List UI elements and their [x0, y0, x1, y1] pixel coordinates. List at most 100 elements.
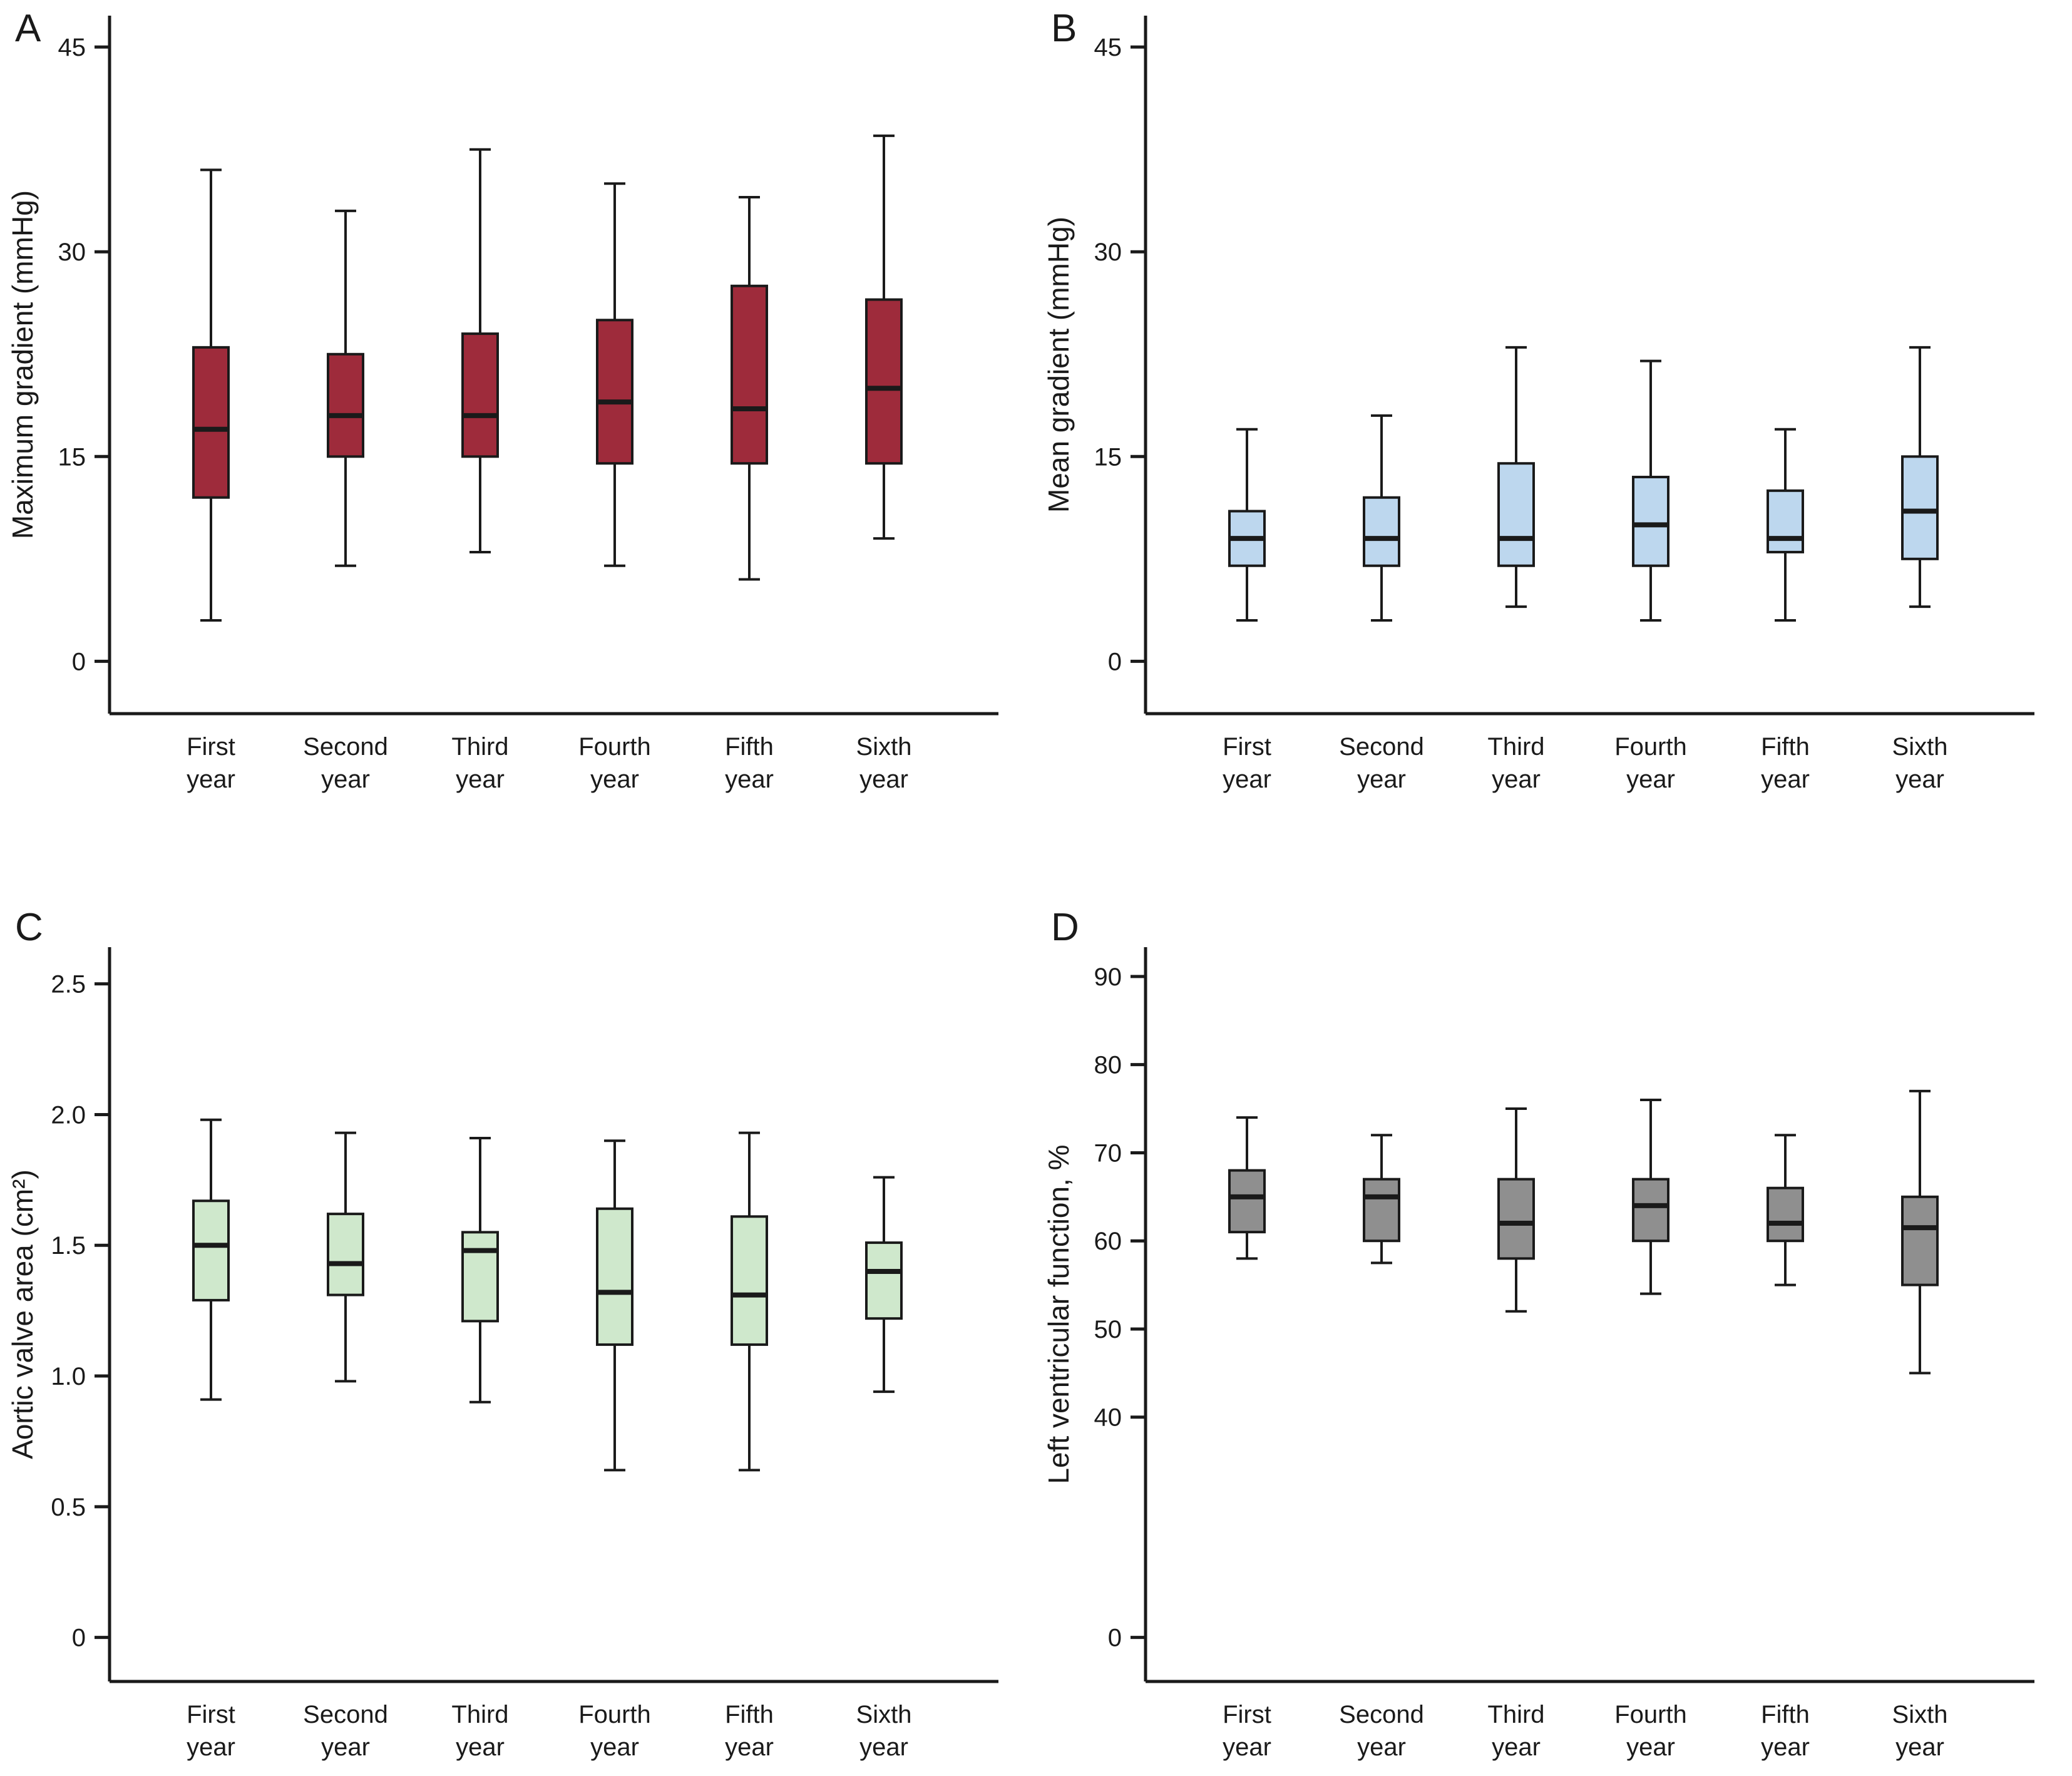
iqr-box — [1497, 462, 1535, 567]
box-3 — [461, 148, 499, 553]
y-tick-label: 1.5 — [51, 1232, 86, 1260]
y-tick-label: 45 — [58, 34, 86, 61]
y-axis-title: Aortic valve area (cm²) — [6, 1169, 39, 1459]
iqr-box — [1901, 455, 1939, 560]
box-3 — [1497, 1107, 1535, 1313]
panel-a: A Maximum gradient (mmHg) 0 15 30 45 First year… — [0, 0, 1036, 888]
x-category-label: Second year — [1339, 733, 1424, 793]
x-category-label: First year — [187, 1701, 235, 1761]
x-category-label: Second year — [1339, 1701, 1424, 1761]
x-category-label: Fourth year — [1614, 733, 1687, 793]
y-tick-label: 90 — [1094, 963, 1122, 991]
box-1 — [1228, 1116, 1266, 1260]
x-category-label: Third year — [1487, 1701, 1544, 1761]
iqr-box — [1767, 489, 1804, 553]
y-tick-label: 0 — [1108, 648, 1122, 675]
box-6 — [865, 1176, 903, 1394]
box-3 — [1497, 346, 1535, 608]
y-tick-label: 2.0 — [51, 1101, 86, 1129]
box-5 — [1767, 428, 1804, 622]
iqr-box — [1632, 1178, 1669, 1243]
iqr-box — [1632, 476, 1669, 567]
y-axis-title: Maximum gradient (mmHg) — [6, 190, 39, 539]
x-category-label: First year — [187, 733, 235, 793]
y-tick-label: 15 — [1094, 443, 1122, 471]
x-category-label: Sixth year — [1892, 733, 1948, 793]
panel-a-boxplot-svg: A Maximum gradient (mmHg) 0 15 30 45 First year… — [6, 7, 998, 793]
x-category-label: Second year — [303, 1701, 388, 1761]
y-tick-label: 1.0 — [51, 1363, 86, 1390]
iqr-box — [596, 1207, 633, 1346]
y-tick-label: 50 — [1094, 1316, 1122, 1343]
box-4 — [1632, 359, 1669, 622]
x-category-label: Fifth year — [1761, 1701, 1810, 1761]
y-axis-title: Left ventricular function, % — [1042, 1144, 1075, 1484]
x-category-label: First year — [1223, 733, 1271, 793]
iqr-box — [731, 1215, 768, 1346]
iqr-box — [1767, 1186, 1804, 1243]
iqr-box — [865, 298, 903, 465]
y-tick-label: 60 — [1094, 1228, 1122, 1255]
x-category-label: Fourth year — [578, 1701, 651, 1761]
iqr-box — [461, 1231, 499, 1323]
iqr-box — [1363, 1178, 1400, 1243]
x-category-label: Fifth year — [725, 1701, 774, 1761]
iqr-box — [731, 284, 768, 465]
y-tick-label: 30 — [1094, 239, 1122, 266]
x-category-label: Second year — [303, 733, 388, 793]
box-2 — [1363, 414, 1400, 622]
box-6 — [865, 134, 903, 540]
panel-b-boxplot-svg: B Mean gradient (mmHg) 0 15 30 45 First year Sec… — [1042, 7, 2034, 793]
y-tick-label: 45 — [1094, 34, 1122, 61]
iqr-box — [596, 319, 633, 465]
box-4 — [596, 182, 633, 567]
box-1 — [192, 1118, 230, 1401]
y-tick-label: 70 — [1094, 1139, 1122, 1167]
y-tick-label: 0 — [72, 1625, 86, 1652]
iqr-box — [1228, 1169, 1266, 1234]
iqr-box — [1497, 1178, 1535, 1260]
x-category-label: Fourth year — [578, 733, 651, 793]
box-4 — [596, 1139, 633, 1472]
y-tick-label: 2.5 — [51, 971, 86, 998]
y-tick-label: 40 — [1094, 1404, 1122, 1432]
panel-letter: C — [15, 906, 43, 949]
x-category-label: Sixth year — [1892, 1701, 1948, 1761]
iqr-box — [327, 352, 364, 458]
x-category-label: First year — [1223, 1701, 1271, 1761]
box-1 — [192, 168, 230, 622]
y-tick-label: 0.5 — [51, 1494, 86, 1521]
y-tick-label: 15 — [58, 443, 86, 471]
panel-d: D Left ventricular function, % 0 40 50 60 70 80… — [1036, 888, 2072, 1776]
x-category-label: Sixth year — [856, 1701, 912, 1761]
x-category-label: Third year — [451, 733, 508, 793]
y-axis-title: Mean gradient (mmHg) — [1042, 217, 1075, 513]
y-tick-label: 0 — [72, 648, 86, 675]
box-6 — [1901, 1089, 1939, 1375]
iqr-box — [865, 1241, 903, 1320]
panel-b: B Mean gradient (mmHg) 0 15 30 45 First year Sec… — [1036, 0, 2072, 888]
panel-letter: D — [1051, 906, 1079, 949]
x-category-label: Fourth year — [1614, 1701, 1687, 1761]
panel-c-boxplot-svg: C Aortic valve area (cm²) 0 0.5 1.0 1.5 2.0 2.5… — [6, 906, 998, 1761]
iqr-box — [327, 1213, 364, 1296]
panel-c: C Aortic valve area (cm²) 0 0.5 1.0 1.5 2.0 2.5… — [0, 888, 1036, 1776]
box-2 — [327, 1131, 364, 1383]
y-tick-label: 80 — [1094, 1052, 1122, 1079]
box-5 — [731, 196, 768, 581]
box-6 — [1901, 346, 1939, 608]
y-tick-label: 30 — [58, 239, 86, 266]
x-category-label: Third year — [1487, 733, 1544, 793]
iqr-box — [192, 1199, 230, 1301]
box-4 — [1632, 1098, 1669, 1295]
x-category-label: Third year — [451, 1701, 508, 1761]
y-tick-label: 0 — [1108, 1625, 1122, 1652]
iqr-box — [1901, 1195, 1939, 1286]
box-2 — [1363, 1134, 1400, 1265]
panel-letter: A — [15, 7, 41, 50]
box-5 — [731, 1131, 768, 1472]
iqr-box — [461, 332, 499, 458]
x-category-label: Fifth year — [1761, 733, 1810, 793]
x-category-label: Sixth year — [856, 733, 912, 793]
